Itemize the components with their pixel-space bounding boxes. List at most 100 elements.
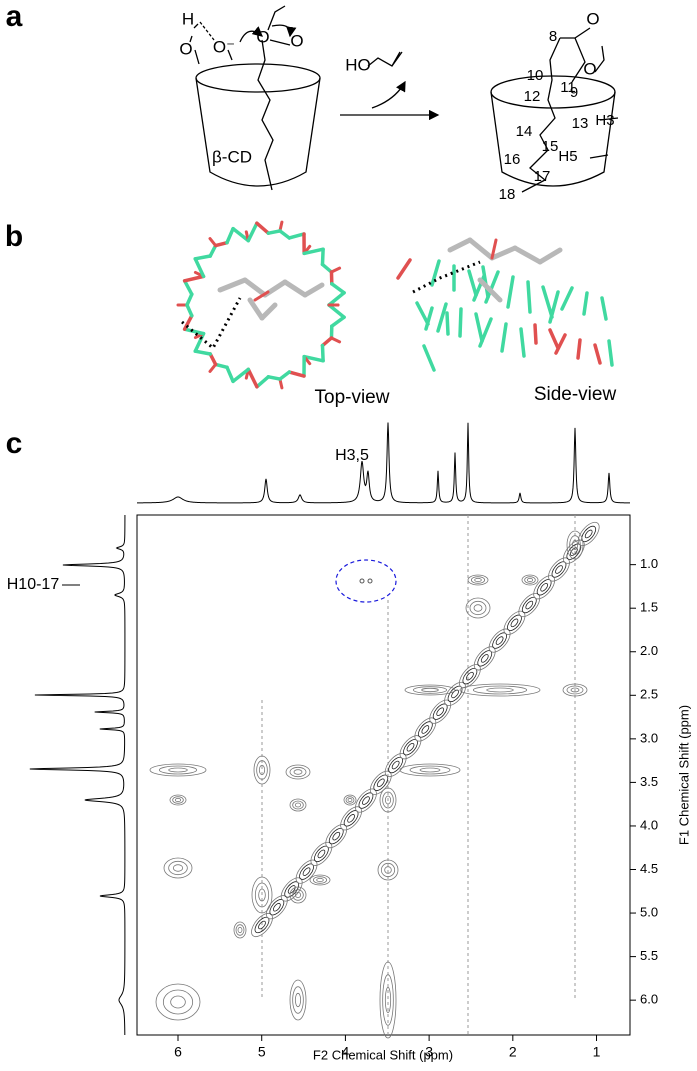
contour [149, 763, 207, 777]
cyclodextrin-right [490, 27, 619, 193]
contour [474, 577, 482, 583]
contour [347, 797, 353, 803]
bond-stick [242, 277, 268, 298]
y-tick-label: 1.0 [640, 556, 658, 571]
atom-label: 9 [570, 84, 578, 101]
contour [358, 792, 374, 809]
bond-stick [193, 349, 212, 356]
atom-label: O [256, 27, 269, 46]
bond-stick [582, 291, 589, 316]
bond-stick [541, 285, 554, 319]
bond-stick [554, 333, 567, 355]
bond-stick [193, 257, 206, 279]
bond-stick [266, 375, 282, 381]
bond-stick [327, 303, 346, 319]
contour [384, 866, 392, 874]
bond-stick [231, 226, 251, 243]
contour [172, 796, 184, 804]
contour [555, 565, 563, 574]
contour [510, 618, 519, 628]
bond-stick [548, 328, 560, 350]
contour [429, 699, 452, 724]
noesy-spectrum: 6 5 4 3 2 1 1.0 1.5 2.0 2.5 3.0 3.5 4.0 4.5 5.0 5.5 6.0 F… [7, 422, 691, 1062]
bond-stick [266, 229, 282, 235]
peak-annotation: H10-17 [7, 576, 60, 593]
bond-stick [182, 274, 206, 283]
bond-stick [225, 226, 235, 245]
bond-stick [185, 303, 194, 318]
contour [362, 796, 370, 805]
bond-stick [490, 238, 498, 260]
contour [316, 877, 324, 883]
contour [562, 683, 588, 697]
bond-stick [519, 327, 526, 358]
y-tick-label: 2.0 [640, 643, 658, 658]
view-label: Top-view [315, 387, 390, 408]
contour [391, 760, 400, 770]
bond-stick [415, 301, 430, 326]
x-tick-label: 1 [593, 1044, 601, 1060]
bond-stick [447, 237, 473, 253]
bond-stick [278, 370, 292, 381]
contour [302, 867, 311, 876]
contour [343, 810, 359, 827]
atom-label: 11 [560, 79, 576, 96]
projection-f1 [29, 515, 126, 1036]
contour [507, 614, 522, 631]
contour [581, 525, 597, 543]
bond-stick [330, 282, 346, 295]
contour [403, 739, 418, 756]
bond-stick [533, 323, 538, 345]
contour [269, 899, 285, 916]
projection-f2 [137, 422, 631, 504]
proton-label: H3 [595, 112, 614, 129]
contour [380, 862, 396, 878]
bond-stick [255, 375, 271, 389]
contour [384, 795, 392, 805]
contour [566, 530, 584, 560]
bond-stick [526, 280, 532, 314]
contour [295, 859, 318, 884]
contour [251, 876, 273, 914]
bond-stick [193, 331, 206, 353]
reaction-arrow [340, 51, 440, 121]
atom-label: 17 [534, 168, 551, 185]
y-axis-label: F1 Chemical Shift (ppm) [676, 705, 691, 845]
contour-dot [367, 578, 373, 584]
panel-label: a [6, 0, 23, 33]
contour [421, 725, 430, 734]
bond-stick [327, 291, 346, 307]
bond-stick [217, 277, 248, 293]
contour [571, 539, 579, 551]
molecular-models [176, 220, 614, 390]
bond-stick [430, 259, 441, 287]
contour [548, 557, 570, 582]
contour [480, 654, 489, 663]
contour [347, 814, 355, 823]
bond-stick [259, 302, 278, 321]
contour [488, 628, 511, 653]
bond-stick [185, 292, 194, 307]
atom-label: H [182, 9, 194, 28]
contour [406, 742, 415, 752]
panel-label: b [5, 220, 23, 253]
contour [384, 752, 407, 778]
contour [292, 800, 304, 810]
contour [289, 798, 307, 812]
contour [584, 529, 593, 539]
contour [467, 574, 489, 586]
contour [495, 636, 504, 645]
contour [309, 874, 331, 886]
bond-stick [225, 365, 235, 384]
bond-stick [512, 245, 543, 265]
contour [472, 685, 528, 695]
contour [294, 992, 302, 1008]
bond-stick [506, 275, 515, 309]
contour [419, 767, 441, 773]
contour [382, 974, 394, 1026]
contour [459, 664, 481, 689]
bond-stick [302, 354, 325, 363]
bond-stick [213, 362, 229, 370]
contour [486, 687, 514, 693]
